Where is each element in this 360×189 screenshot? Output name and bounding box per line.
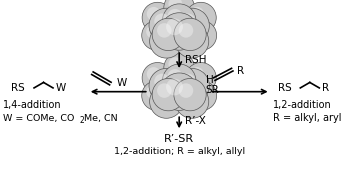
Circle shape — [168, 0, 182, 11]
Circle shape — [142, 2, 173, 33]
Text: W: W — [117, 78, 127, 88]
Circle shape — [179, 23, 193, 38]
Text: R = alkyl, aryl: R = alkyl, aryl — [273, 113, 342, 123]
Circle shape — [174, 18, 206, 51]
Text: 1,2-addition: 1,2-addition — [273, 100, 332, 110]
Text: RS: RS — [278, 83, 292, 93]
Circle shape — [179, 83, 193, 98]
Circle shape — [147, 67, 161, 81]
Circle shape — [175, 25, 209, 58]
Circle shape — [168, 57, 182, 71]
Circle shape — [150, 85, 183, 118]
Circle shape — [149, 68, 184, 103]
Circle shape — [147, 7, 161, 21]
Circle shape — [164, 0, 194, 23]
Circle shape — [166, 18, 183, 35]
Circle shape — [146, 85, 159, 99]
Circle shape — [162, 4, 196, 37]
Circle shape — [190, 67, 204, 81]
Text: 1,4-addition: 1,4-addition — [3, 100, 62, 110]
Text: R: R — [237, 66, 244, 76]
Circle shape — [152, 18, 185, 51]
Text: RSH: RSH — [185, 55, 206, 65]
Circle shape — [174, 78, 206, 111]
Circle shape — [175, 85, 209, 118]
Text: 1,2-addition; R = alkyl, allyl: 1,2-addition; R = alkyl, allyl — [114, 147, 245, 156]
Circle shape — [161, 73, 198, 110]
Circle shape — [167, 69, 183, 84]
Circle shape — [155, 90, 170, 105]
Circle shape — [187, 21, 217, 50]
Circle shape — [162, 64, 196, 98]
Circle shape — [146, 25, 159, 38]
Circle shape — [180, 74, 195, 89]
Circle shape — [185, 2, 216, 33]
Circle shape — [154, 74, 170, 89]
Circle shape — [161, 13, 198, 50]
Circle shape — [142, 21, 171, 50]
Circle shape — [164, 53, 194, 83]
Circle shape — [152, 78, 185, 111]
Text: W: W — [56, 83, 66, 93]
Circle shape — [155, 30, 170, 45]
Circle shape — [154, 13, 170, 29]
Circle shape — [185, 63, 216, 93]
Circle shape — [175, 68, 210, 103]
Circle shape — [142, 63, 173, 93]
Text: H: H — [206, 75, 213, 85]
Circle shape — [180, 30, 195, 45]
Circle shape — [157, 23, 172, 38]
Text: R: R — [322, 83, 329, 93]
Circle shape — [192, 25, 205, 38]
Circle shape — [142, 81, 171, 110]
Circle shape — [149, 8, 184, 43]
Text: R’-SR: R’-SR — [164, 134, 194, 144]
Circle shape — [157, 83, 172, 98]
Circle shape — [167, 9, 183, 24]
Text: W = COMe, CO: W = COMe, CO — [3, 114, 74, 122]
Circle shape — [187, 81, 217, 110]
Circle shape — [190, 7, 204, 21]
Circle shape — [180, 90, 195, 105]
Text: R’-X: R’-X — [185, 116, 206, 126]
Text: Me, CN: Me, CN — [84, 114, 117, 122]
Circle shape — [166, 79, 183, 95]
Text: SR: SR — [206, 85, 220, 95]
Text: RS: RS — [12, 83, 25, 93]
Circle shape — [192, 85, 205, 99]
Text: 2: 2 — [80, 116, 84, 125]
Circle shape — [175, 8, 210, 43]
Circle shape — [150, 25, 183, 58]
Circle shape — [180, 13, 195, 29]
